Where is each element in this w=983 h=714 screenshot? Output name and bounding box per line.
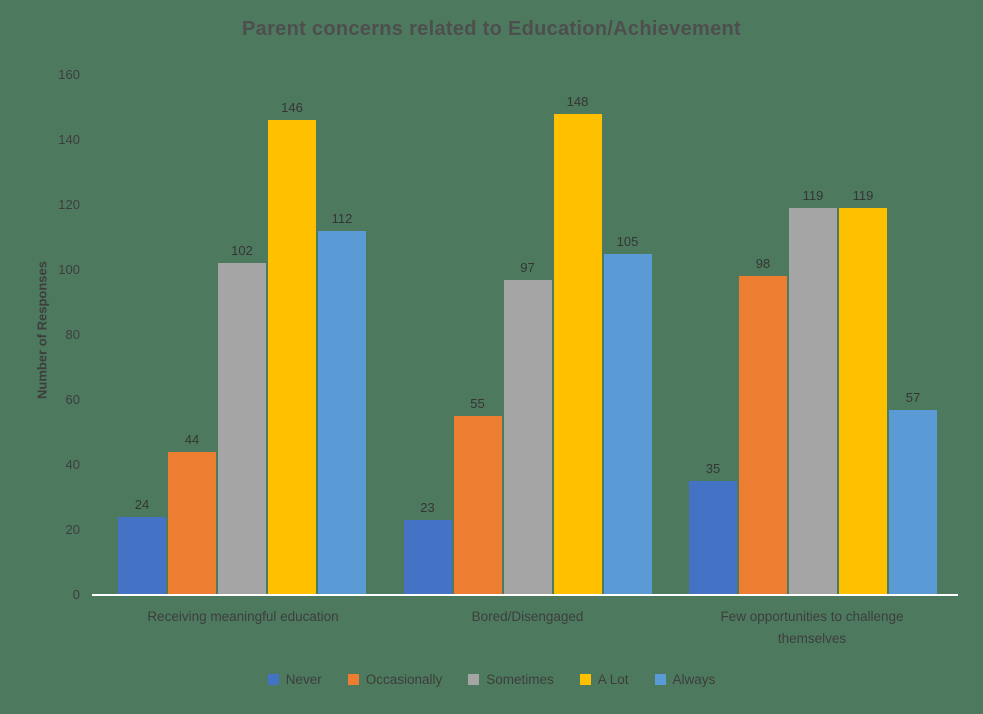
bar-value-label: 112 xyxy=(331,211,353,226)
bar-group: 23 55 97 148 105 xyxy=(403,94,652,595)
category-label: Receiving meaningful education xyxy=(147,609,339,624)
x-axis-line xyxy=(92,594,958,596)
bar-with-label: 119 xyxy=(839,188,887,595)
y-tick-label: 160 xyxy=(58,67,80,82)
legend-swatch xyxy=(654,674,666,685)
legend-label: Never xyxy=(285,672,322,687)
bar-never xyxy=(689,481,737,595)
y-tick-label: 80 xyxy=(65,327,80,342)
bar-never xyxy=(403,520,452,595)
bar-value-label: 105 xyxy=(616,234,639,249)
bar-occasionally xyxy=(168,452,216,595)
y-tick-label: 20 xyxy=(65,522,80,537)
bar-with-label: 23 xyxy=(403,500,452,595)
bar-with-label: 102 xyxy=(218,243,266,595)
bar-value-label: 24 xyxy=(134,497,150,512)
bar-a-lot xyxy=(553,114,602,595)
bar-sometimes xyxy=(218,263,266,595)
bar-value-label: 119 xyxy=(852,188,874,203)
y-tick-label: 0 xyxy=(72,587,80,602)
bar-group: 24 44 102 146 112 xyxy=(118,100,366,595)
bar-value-label: 35 xyxy=(705,461,721,476)
bar-with-label: 24 xyxy=(118,497,166,595)
bar-never xyxy=(118,517,166,595)
legend-swatch xyxy=(468,674,480,685)
bar-a-lot xyxy=(268,120,316,595)
bar-occasionally xyxy=(739,276,787,595)
y-tick-label: 120 xyxy=(58,197,80,212)
bar-with-label: 35 xyxy=(689,461,737,595)
bar-with-label: 98 xyxy=(739,256,787,595)
bar-occasionally xyxy=(453,416,502,595)
bar-with-label: 112 xyxy=(318,211,366,595)
bar-value-label: 97 xyxy=(520,260,535,275)
category-label: Bored/Disengaged xyxy=(471,609,584,624)
bar-value-label: 55 xyxy=(470,396,485,411)
legend-item-sometimes: Sometimes xyxy=(468,672,554,687)
legend-swatch xyxy=(347,674,359,685)
legend: Never Occasionally Sometimes A Lot Always xyxy=(0,672,983,687)
legend-label: A Lot xyxy=(597,672,629,687)
y-tick-label: 40 xyxy=(65,457,80,472)
bar-with-label: 105 xyxy=(603,234,652,595)
bar-always xyxy=(318,231,366,595)
bar-value-label: 44 xyxy=(184,432,200,447)
y-tick-label: 100 xyxy=(58,262,80,277)
category-axis-labels: Receiving meaningful education Bored/Dise… xyxy=(100,606,955,649)
plot-area: 24 44 102 146 112 23 55 97 148 105 35 98 119 119 57 xyxy=(100,75,955,595)
chart-title: Parent concerns related to Education/Ach… xyxy=(242,18,741,40)
bar-with-label: 57 xyxy=(889,390,937,595)
legend-item-occasionally: Occasionally xyxy=(347,672,443,687)
bar-value-label: 57 xyxy=(905,390,921,405)
bar-always xyxy=(603,254,652,595)
legend-swatch xyxy=(579,674,591,685)
legend-item-a-lot: A Lot xyxy=(579,672,629,687)
bar-value-label: 98 xyxy=(755,256,771,271)
y-tick-label: 140 xyxy=(58,132,80,147)
legend-item-always: Always xyxy=(654,672,716,687)
legend-label: Sometimes xyxy=(486,672,554,687)
bar-with-label: 148 xyxy=(553,94,602,595)
bar-value-label: 102 xyxy=(231,243,253,258)
legend-label: Occasionally xyxy=(365,672,443,687)
bar-with-label: 97 xyxy=(503,260,552,595)
bar-value-label: 148 xyxy=(566,94,589,109)
y-tick-label: 60 xyxy=(65,392,80,407)
bar-group: 35 98 119 119 57 xyxy=(689,188,937,595)
bar-a-lot xyxy=(839,208,887,595)
legend-swatch xyxy=(267,674,279,685)
bar-value-label: 146 xyxy=(281,100,303,115)
bar-with-label: 44 xyxy=(168,432,216,595)
legend-label: Always xyxy=(672,672,716,687)
bar-value-label: 23 xyxy=(420,500,435,515)
bar-with-label: 146 xyxy=(268,100,316,595)
bar-always xyxy=(889,410,937,595)
legend-item-never: Never xyxy=(267,672,322,687)
bar-with-label: 55 xyxy=(453,396,502,595)
bar-sometimes xyxy=(503,280,552,595)
bar-sometimes xyxy=(789,208,837,595)
bar-with-label: 119 xyxy=(789,188,837,595)
bar-value-label: 119 xyxy=(802,188,824,203)
category-label: Few opportunities to challenge themselve… xyxy=(720,609,904,646)
